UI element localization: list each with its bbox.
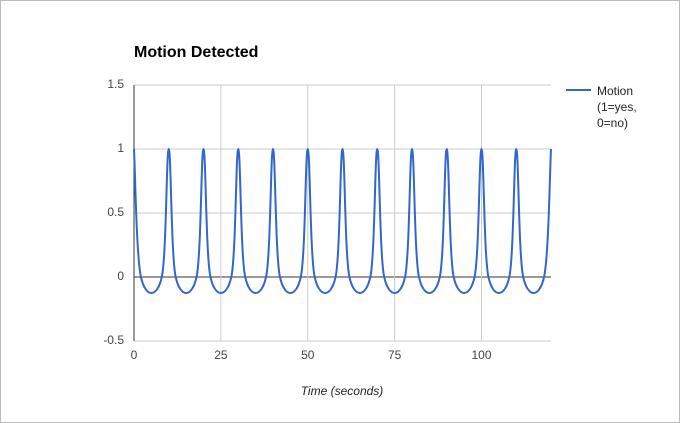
x-tick-label: 25 bbox=[214, 348, 228, 362]
legend-label: Motion (1=yes, 0=no) bbox=[597, 84, 637, 130]
x-tick-label: 100 bbox=[471, 348, 491, 362]
x-tick-label: 75 bbox=[388, 348, 402, 362]
x-tick-label: 0 bbox=[131, 348, 138, 362]
x-axis-label: Time (seconds) bbox=[301, 384, 384, 398]
y-tick-label: 0 bbox=[117, 269, 124, 283]
chart-title: Motion Detected bbox=[134, 44, 258, 61]
x-tick-label: 50 bbox=[301, 348, 315, 362]
y-tick-label: 0.5 bbox=[107, 205, 124, 219]
y-tick-label: 1 bbox=[117, 141, 124, 155]
y-tick-label: -0.5 bbox=[103, 333, 124, 347]
y-tick-label: 1.5 bbox=[107, 77, 124, 91]
line bbox=[133, 147, 552, 294]
